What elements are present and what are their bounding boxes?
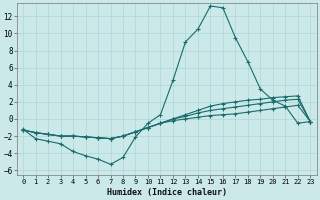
X-axis label: Humidex (Indice chaleur): Humidex (Indice chaleur) [107,188,227,197]
